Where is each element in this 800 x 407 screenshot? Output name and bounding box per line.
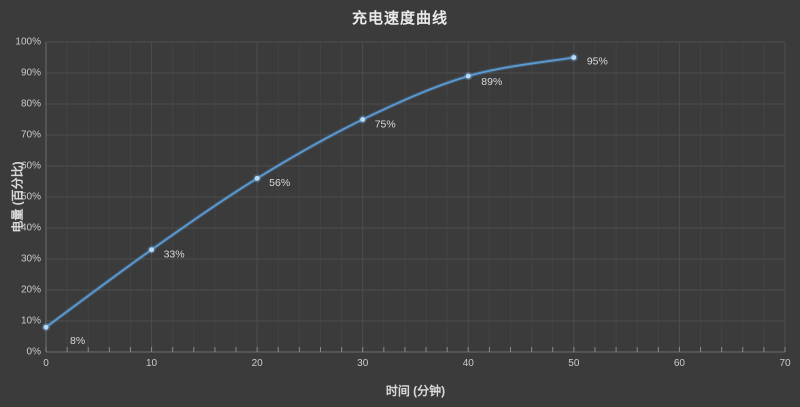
y-tick-label: 60% [21,161,41,172]
x-tick-label: 40 [463,358,475,369]
data-point [149,247,155,253]
data-point-label: 8% [70,335,85,347]
x-tick-label: 30 [357,358,369,369]
data-point-label: 95% [587,55,608,67]
y-tick-label: 30% [21,254,41,265]
y-tick-label: 70% [21,130,41,141]
y-tick-label: 90% [21,68,41,79]
gridlines-horizontal [46,41,785,322]
data-point-label: 89% [481,76,502,88]
y-tick-label: 50% [21,192,41,203]
x-tick-label: 50 [568,358,580,369]
data-point-label: 33% [164,248,185,260]
y-tick-labels: 0% 10% 20% 30% 40% 50% 60% 70% 80% 90% 100% [15,37,41,358]
data-point [43,324,49,330]
x-tick-label: 0 [43,358,49,369]
y-tick-label: 20% [21,285,41,296]
x-tick-label: 10 [146,358,158,369]
x-tick-label: 60 [674,358,686,369]
data-points: 8% 33% 56% 75% 89% 95% [41,53,608,347]
chart-title: 充电速度曲线 [351,10,448,27]
data-point [360,117,366,122]
data-point [465,73,471,79]
data-point-label: 75% [375,118,396,130]
y-axis-title: 电量 (百分比) [10,161,25,233]
x-tick-label: 20 [252,358,264,369]
y-tick-label: 80% [21,99,41,110]
data-point [571,55,577,60]
data-point-label: 56% [269,177,290,189]
y-tick-label: 40% [21,223,41,234]
x-tick-label: 70 [779,358,791,369]
series-line-glow [44,55,576,330]
y-tick-label: 10% [21,316,41,327]
data-point [254,175,260,181]
x-axis-title: 时间 (分钟) [385,384,446,398]
y-tick-label: 100% [15,37,41,48]
y-tick-label: 0% [27,347,42,358]
x-axis-ticks [45,347,786,352]
series-line [45,56,575,329]
x-tick-labels: 0 10 20 30 40 50 60 70 [43,358,791,369]
